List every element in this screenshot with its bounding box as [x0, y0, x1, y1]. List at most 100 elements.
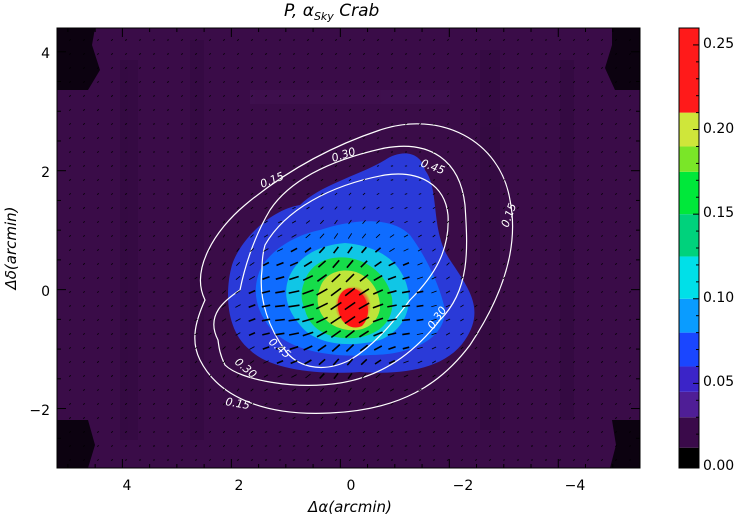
polarization-vector: [358, 316, 370, 324]
polarization-vector: [387, 275, 397, 281]
polarization-vector: [373, 331, 383, 337]
polarization-vector: [303, 345, 313, 351]
polarization-vector: [615, 109, 617, 111]
polarization-vector: [316, 330, 328, 338]
polarization-vector: [488, 220, 492, 224]
polarization-vector: [544, 109, 548, 111]
polarization-vector: [628, 402, 632, 406]
polarization-vector: [250, 39, 254, 41]
polarization-vector: [335, 109, 337, 111]
polarization-vector: [152, 403, 156, 405]
polarization-vector: [502, 402, 506, 406]
polarization-vector: [614, 319, 618, 321]
polarization-vector: [488, 459, 492, 461]
polarization-vector: [97, 52, 99, 56]
polarization-vector: [166, 193, 170, 195]
polarization-vector: [306, 95, 310, 97]
polarization-vector: [138, 333, 142, 335]
polarization-vector: [96, 445, 100, 447]
polarization-vector: [152, 81, 156, 83]
polarization-vector: [446, 165, 450, 167]
polarization-vector: [418, 81, 422, 83]
polarization-vector: [138, 445, 142, 447]
polarization-vector: [346, 358, 354, 366]
polarization-vector: [288, 290, 300, 294]
polarization-vector: [291, 220, 297, 224]
polarization-vector: [82, 333, 86, 335]
polarization-vector: [376, 388, 380, 392]
polarization-vector: [516, 277, 520, 279]
polarization-vector: [292, 179, 296, 181]
polarization-vector: [628, 361, 632, 363]
polarization-vector: [180, 445, 184, 447]
polarization-vector: [125, 235, 127, 237]
polarization-vector: [587, 388, 589, 392]
polarization-vector: [376, 95, 380, 97]
polarization-vector: [516, 333, 520, 335]
polarization-vector: [223, 80, 225, 84]
polarization-vector: [222, 276, 226, 280]
polarization-vector: [516, 235, 520, 237]
polarization-vector: [330, 329, 342, 339]
polarization-vector: [404, 402, 408, 406]
polarization-vector: [573, 249, 575, 251]
polarization-vector: [349, 66, 351, 70]
polarization-vector: [446, 123, 450, 125]
polarization-vector: [97, 431, 99, 433]
polarization-vector: [516, 81, 520, 83]
polarization-vector: [152, 389, 156, 391]
polarization-vector: [124, 179, 128, 181]
polarization-vector: [194, 332, 198, 336]
polarization-vector: [334, 206, 338, 210]
polarization-vector: [502, 277, 506, 279]
polarization-vector: [264, 109, 268, 111]
polarization-vector: [600, 319, 604, 321]
polarization-vector: [401, 290, 411, 294]
polarization-vector: [334, 219, 338, 225]
polarization-vector: [222, 192, 226, 196]
polarization-vector: [615, 388, 617, 392]
polarization-vector: [82, 165, 86, 167]
polarization-vector: [69, 67, 71, 69]
polarization-vector: [180, 81, 184, 83]
polarization-vector: [474, 137, 478, 139]
polarization-vector: [320, 165, 324, 167]
polarization-vector: [587, 109, 589, 111]
polarization-vector: [628, 319, 632, 321]
polarization-vector: [475, 388, 477, 392]
polarization-vector: [502, 53, 506, 55]
polarization-vector: [502, 151, 506, 153]
polarization-vector: [446, 459, 450, 461]
polarization-vector: [236, 220, 240, 224]
polarization-vector: [372, 289, 384, 295]
polarization-vector: [376, 53, 380, 55]
contour-045: [260, 173, 449, 369]
polarization-vector: [208, 220, 212, 224]
polarization-vector: [261, 304, 271, 308]
polarization-vector: [530, 361, 534, 363]
polarization-vector: [544, 235, 548, 237]
polarization-vector: [558, 305, 562, 307]
polarization-vector: [615, 417, 617, 419]
polarization-vector: [475, 94, 477, 98]
polarization-vector: [446, 108, 450, 112]
polarization-vector: [344, 315, 356, 325]
polarization-vector: [194, 234, 198, 238]
polarization-vector: [460, 220, 464, 224]
polarization-vector: [544, 123, 548, 125]
polarization-vector: [264, 220, 268, 224]
polarization-vector: [83, 361, 85, 363]
polarization-vector: [446, 430, 450, 434]
polarization-vector: [502, 66, 506, 70]
polarization-vector: [431, 304, 437, 308]
polarization-vector: [558, 95, 562, 97]
polarization-vector: [558, 347, 562, 349]
polarization-vector: [375, 233, 381, 239]
polarization-vector: [601, 123, 603, 125]
polarization-vector: [530, 53, 534, 55]
polarization-vector: [544, 277, 548, 279]
polarization-vector: [223, 66, 225, 70]
polarization-vector: [416, 318, 424, 322]
polarization-vector: [474, 220, 478, 224]
polarization-vector: [97, 234, 99, 238]
